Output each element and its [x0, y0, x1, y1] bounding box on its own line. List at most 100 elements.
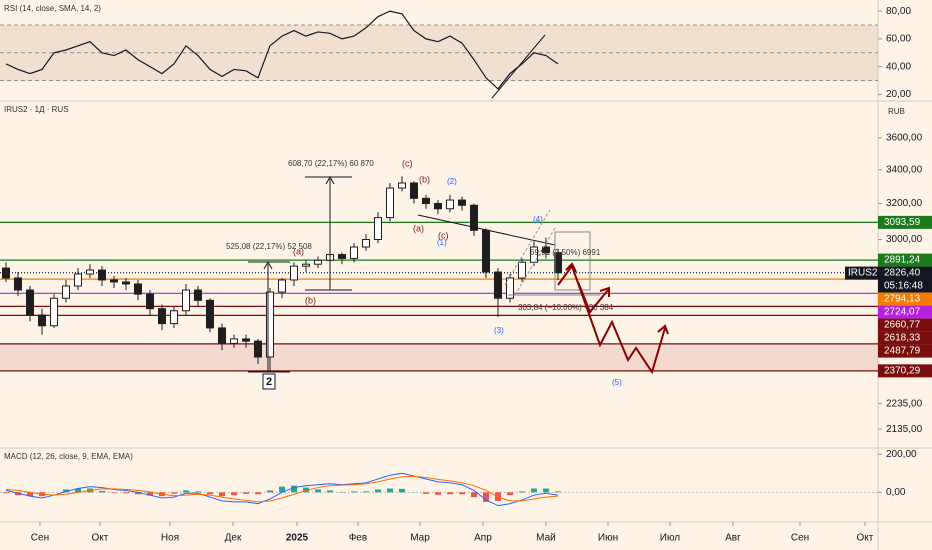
x-tick-label: Сен — [31, 533, 49, 544]
macd-bar — [110, 492, 117, 493]
candle-body — [1, 267, 10, 279]
arrow-head — [657, 324, 669, 335]
y-tick-label: 3400,00 — [886, 164, 923, 175]
price-tag-label: 2487,79 — [884, 346, 921, 357]
x-tick-label: Апр — [474, 533, 492, 544]
price-tag-label: 2724,07 — [884, 307, 921, 318]
channel-line — [514, 227, 556, 296]
candle-body — [109, 279, 118, 283]
rsi-band — [0, 25, 878, 81]
y-tick-label: 3600,00 — [886, 132, 923, 143]
macd-bar — [266, 490, 273, 493]
candle-body — [169, 310, 178, 325]
macd-bar — [182, 490, 189, 493]
macd-bar — [518, 491, 525, 493]
price-tag-label: 2618,33 — [884, 333, 921, 344]
macd-bar — [194, 491, 201, 493]
wave-label: (b) — [305, 295, 316, 305]
candle-body — [445, 199, 454, 210]
arrow-head — [263, 260, 273, 270]
y-tick-label: 60,00 — [886, 34, 911, 45]
macd-bar — [506, 492, 513, 496]
macd-bar — [542, 488, 549, 493]
macd-bar — [458, 492, 465, 495]
trend-line — [491, 34, 546, 99]
candle-body — [481, 229, 490, 273]
channel-line — [504, 209, 551, 286]
wave-label: (c) — [402, 158, 413, 168]
candle-body — [433, 203, 442, 210]
candle-body — [157, 308, 166, 325]
y-tick-label: 20,00 — [886, 89, 911, 100]
price-tag — [878, 331, 932, 345]
candle-body — [361, 239, 370, 248]
price-title: IRUS2 · 1Д · RUS — [4, 105, 69, 114]
x-tick-label: Мар — [410, 533, 430, 544]
wave-label: (c) — [438, 230, 449, 240]
wave-label: (b) — [419, 174, 430, 184]
macd-bar — [314, 489, 321, 493]
measure-label: 608,70 (22,17%) 60 870 — [288, 159, 374, 168]
candle-body — [553, 252, 562, 274]
candle-body — [193, 289, 202, 301]
macd-bar — [230, 492, 237, 496]
macd-bar — [434, 492, 441, 495]
candle-body — [133, 283, 142, 295]
candle-body — [373, 217, 382, 241]
macd-bar — [26, 492, 33, 497]
symbol-tag — [845, 266, 878, 280]
price-tag-label: 3093,59 — [884, 217, 921, 228]
candle-body — [97, 269, 106, 281]
macd-bar — [554, 491, 561, 493]
macd-bar — [218, 492, 225, 497]
macd-line — [5, 472, 559, 507]
macd-bar — [134, 492, 141, 495]
candle-body — [85, 269, 94, 275]
candle-body — [13, 277, 22, 291]
macd-bar — [326, 490, 333, 493]
x-tick-label: Авг — [725, 533, 741, 544]
candle-body — [385, 187, 394, 219]
candle-body — [217, 327, 226, 344]
candle-body — [469, 204, 478, 231]
x-tick-label: Июн — [598, 533, 618, 544]
candle-body — [25, 289, 34, 316]
candle-body — [49, 297, 58, 327]
measure-label: 525,08 (22,17%) 52 508 — [226, 242, 312, 251]
plot: 80,0060,0040,0020,003600,003400,003200,0… — [0, 6, 932, 544]
price-tag — [878, 305, 932, 319]
macd-bar — [122, 492, 129, 494]
arrow-head — [325, 175, 335, 185]
arrow-head — [599, 286, 610, 297]
macd-bar — [278, 486, 285, 493]
candle-body — [121, 281, 130, 285]
candle-body — [517, 261, 526, 279]
candle-body — [61, 285, 70, 299]
drawings — [248, 34, 669, 390]
x-tick-label: Сен — [791, 533, 809, 544]
macd-bar — [530, 488, 537, 493]
macd-bar — [482, 492, 489, 502]
price-tag — [878, 344, 932, 358]
price-tag-label: 2370,29 — [884, 365, 921, 376]
candle-body — [313, 259, 322, 265]
y-tick-label: 0,00 — [886, 487, 906, 498]
price-tag — [878, 215, 932, 229]
y-tick-label: 3200,00 — [886, 198, 923, 209]
macd-bar — [170, 492, 177, 494]
candle-body — [145, 293, 154, 310]
macd-bar — [398, 488, 405, 493]
candle-body — [301, 263, 310, 267]
macd-bar — [446, 492, 453, 495]
candle-body — [493, 271, 502, 299]
candle-body — [241, 338, 250, 342]
candle-body — [421, 197, 430, 205]
price-tag — [878, 364, 932, 378]
x-tick-label: Окт — [92, 533, 109, 544]
candle-body — [409, 182, 418, 199]
price-tag — [878, 292, 932, 306]
candle-body — [253, 340, 262, 358]
macd-bar — [470, 492, 477, 498]
x-tick-label: 2025 — [286, 533, 309, 544]
arrow-head — [565, 262, 577, 273]
